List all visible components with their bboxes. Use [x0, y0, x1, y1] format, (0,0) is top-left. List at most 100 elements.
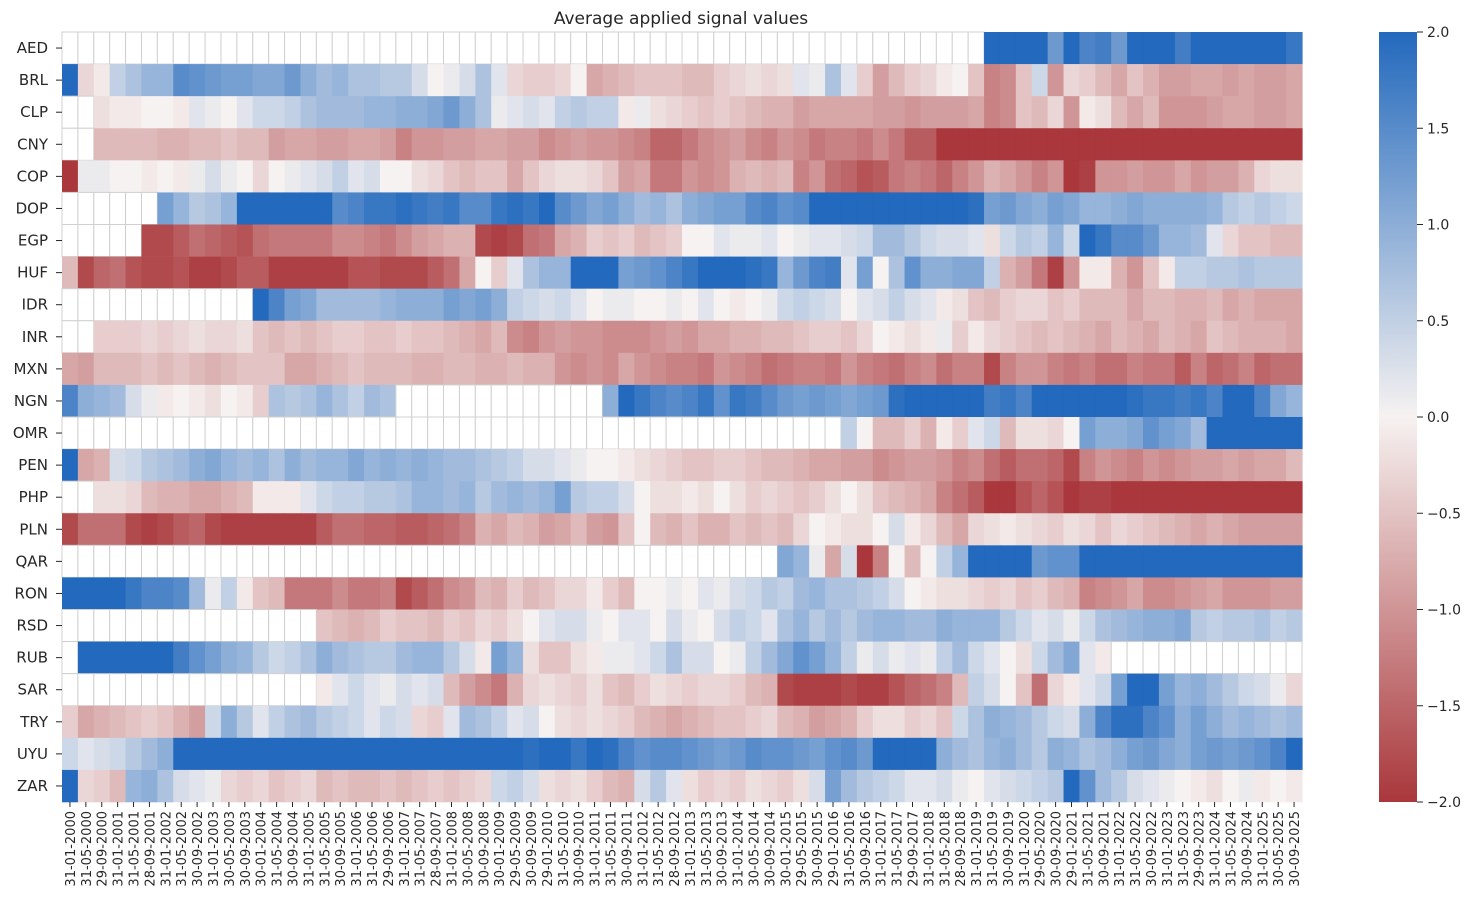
heatmap-cell [300, 288, 317, 322]
heatmap-cell [523, 288, 540, 322]
heatmap-cell [1143, 64, 1160, 97]
heatmap-cell [252, 705, 270, 739]
heatmap-cell [427, 320, 445, 354]
heatmap-cell [316, 320, 333, 354]
heatmap-cell [1190, 256, 1208, 289]
heatmap-cell [316, 609, 333, 642]
heatmap-cell [538, 577, 556, 610]
heatmap-cell [523, 705, 540, 739]
heatmap-cell-empty [156, 673, 174, 707]
heatmap-cell [236, 769, 254, 803]
heatmap-cell [634, 224, 651, 257]
colorbar-tick-label: 0.0 [1427, 410, 1449, 426]
heatmap-cell [777, 673, 794, 707]
heatmap-cell [141, 224, 158, 257]
heatmap-cell [1206, 449, 1224, 482]
heatmap-cell [491, 705, 508, 739]
heatmap-cell [538, 160, 556, 193]
heatmap-cell [1063, 545, 1081, 578]
y-tick-label: INR [22, 328, 48, 346]
heatmap-cell [809, 609, 826, 642]
heatmap-cell [1015, 128, 1033, 161]
heatmap-cell [825, 737, 842, 771]
heatmap-cell [856, 128, 874, 161]
heatmap-cell [1143, 577, 1160, 610]
heatmap-cell-empty [252, 416, 270, 450]
heatmap-cell [1222, 769, 1240, 803]
heatmap-cell [666, 673, 683, 707]
heatmap-cell-empty [602, 31, 619, 65]
heatmap-cell [268, 256, 286, 289]
heatmap-cell [682, 224, 699, 257]
y-tick-label: TRY [19, 713, 49, 731]
heatmap-cell [300, 769, 317, 803]
heatmap-cell [840, 352, 858, 386]
heatmap-cell [697, 673, 715, 707]
heatmap-cell [1127, 352, 1144, 386]
heatmap-cell [443, 160, 461, 193]
heatmap-cell [1095, 577, 1112, 610]
heatmap-cell [348, 513, 365, 546]
heatmap-cell [1270, 769, 1287, 803]
heatmap-cell [268, 384, 286, 418]
heatmap-cell [1079, 256, 1096, 289]
heatmap-cell [157, 769, 174, 803]
heatmap-cell [300, 737, 317, 771]
heatmap-cell [840, 160, 858, 193]
x-tick-label: 30-05-2025 [1272, 811, 1287, 887]
heatmap-cell [507, 577, 524, 610]
heatmap-cell [1190, 160, 1208, 193]
x-tick-label: 29-01-2010 [541, 811, 556, 887]
heatmap-cell [491, 192, 508, 225]
heatmap-cell [984, 449, 1001, 482]
heatmap-cell [777, 737, 794, 771]
heatmap-cell [491, 641, 508, 674]
heatmap-cell [62, 352, 79, 386]
heatmap-cell [825, 320, 842, 354]
heatmap-cell [825, 513, 842, 546]
heatmap-cell [570, 320, 588, 354]
heatmap-cell [93, 641, 111, 674]
heatmap-cell [1254, 513, 1271, 546]
heatmap-cell [809, 384, 826, 418]
heatmap-cell [1286, 160, 1303, 193]
heatmap-cell-empty [109, 673, 127, 707]
heatmap-cell [1222, 352, 1240, 386]
heatmap-cell [1063, 64, 1081, 97]
heatmap-cell [1063, 417, 1081, 450]
x-tick-label: 31-05-2013 [700, 811, 715, 887]
heatmap-cell [1095, 769, 1112, 803]
heatmap-cell [1095, 641, 1112, 674]
y-tick-label: RUB [16, 649, 48, 667]
heatmap-cell [205, 577, 222, 610]
heatmap-cell [840, 417, 858, 450]
heatmap-cell [761, 769, 778, 803]
heatmap-cell [634, 128, 651, 161]
heatmap-cell-empty [61, 191, 79, 226]
x-tick-label: 29-09-2017 [907, 811, 922, 887]
heatmap-cell [650, 288, 667, 322]
heatmap-cell-empty [760, 544, 778, 578]
heatmap-cell [1158, 673, 1176, 707]
heatmap-cell [1254, 449, 1271, 482]
heatmap-cell [1286, 224, 1303, 257]
heatmap-cell [554, 673, 572, 707]
heatmap-cell [157, 577, 174, 610]
heatmap-cell [538, 769, 556, 803]
heatmap-cell [252, 737, 270, 771]
heatmap-cell [825, 673, 842, 707]
heatmap-cell [968, 737, 985, 771]
heatmap-cell [538, 609, 556, 642]
heatmap-cell [856, 641, 874, 674]
heatmap-cell [427, 160, 445, 193]
heatmap-cell-empty [77, 673, 95, 707]
heatmap-cell [300, 449, 317, 482]
heatmap-cell [968, 192, 985, 225]
heatmap-cell [936, 705, 953, 739]
heatmap-cell [888, 320, 906, 354]
heatmap-cell [1143, 481, 1160, 514]
colorbar-tick-label: −1.5 [1427, 699, 1461, 715]
x-tick-label: 29-05-2020 [1034, 811, 1049, 887]
heatmap-cell [1174, 224, 1192, 257]
heatmap-cell [1286, 192, 1303, 225]
